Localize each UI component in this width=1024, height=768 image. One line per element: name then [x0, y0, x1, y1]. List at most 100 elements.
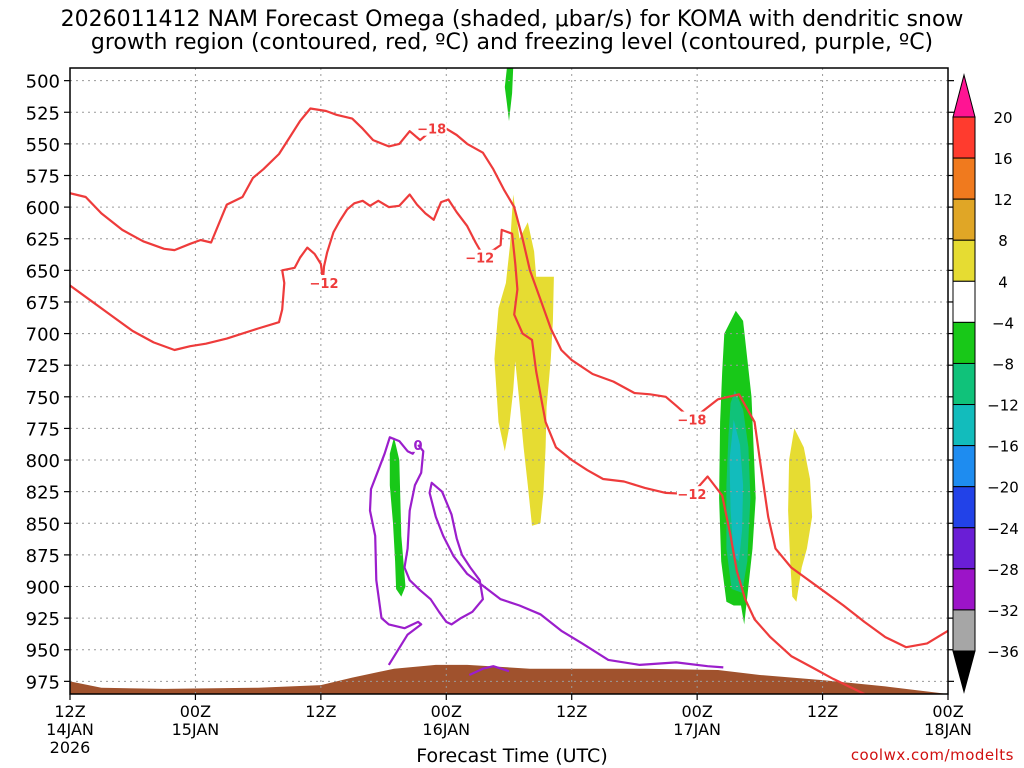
- y-tick-label-9: 725: [26, 356, 60, 377]
- y-tick-label-16: 900: [26, 578, 60, 599]
- y-tick-label-13: 825: [26, 483, 60, 504]
- x-tick-label-3-1: 16JAN: [422, 720, 470, 739]
- freezing-contour-label-bg-0: [413, 436, 424, 452]
- dgz-contour-label-1: −18: [677, 414, 706, 429]
- x-axis-label: Forecast Time (UTC): [416, 745, 608, 767]
- omega-shading-layer: [389, 68, 813, 625]
- freezing-contour-line-2: [468, 665, 510, 676]
- contour-layer: −18−18−12−12−12−120: [70, 107, 948, 694]
- omega-region-1: [494, 194, 554, 526]
- colorbar-bin-9: [952, 445, 976, 488]
- dgz-contour-label-bg-1: [676, 411, 707, 427]
- colorbar-bin-3: [952, 198, 976, 241]
- dgz-contour-label-bg-5: [676, 486, 707, 502]
- x-tick-label-5-1: 17JAN: [673, 720, 721, 739]
- y-tick-label-1: 525: [26, 103, 60, 124]
- x-tick-label-0-0: 12Z: [54, 702, 85, 721]
- dgz-contour-line-2: [70, 246, 324, 352]
- x-tick-label-6-0: 12Z: [807, 702, 838, 721]
- colorbar-bin-2: [952, 157, 976, 200]
- terrain-fill: [70, 664, 948, 694]
- dgz-contour-label-bg-3: [308, 274, 339, 290]
- colorbar-bin-4: [952, 239, 976, 282]
- colorbar-label-2: 12: [993, 191, 1012, 209]
- y-tick-label-8: 700: [26, 325, 60, 346]
- y-tick-label-3: 575: [26, 166, 60, 187]
- colorbar-bin-11: [952, 527, 976, 570]
- x-tick-label-1-0: 00Z: [180, 702, 211, 721]
- y-tick-label-19: 975: [26, 672, 60, 693]
- x-tick-label-7-1: 18JAN: [924, 720, 972, 739]
- dgz-contour-label-5: −12: [677, 488, 706, 503]
- x-tick-label-4-0: 12Z: [556, 702, 587, 721]
- dgz-contour-label-3: −12: [310, 277, 339, 292]
- y-tick-label-10: 750: [26, 388, 60, 409]
- colorbar-label-4: 4: [998, 273, 1008, 291]
- plot-frame: [69, 67, 949, 695]
- x-tick-label-0-1: 14JAN: [46, 720, 94, 739]
- dgz-contour-line-4: [482, 228, 692, 496]
- y-tick-label-6: 650: [26, 261, 60, 282]
- colorbar-label-7: −12: [987, 397, 1019, 415]
- omega-region-5: [729, 419, 744, 562]
- dgz-contour-label-bg-0: [416, 120, 447, 136]
- credit-text: coolwx.com/modelts: [850, 746, 1014, 764]
- y-tick-label-14: 850: [26, 514, 60, 535]
- dgz-contour-label-0: −18: [417, 123, 446, 138]
- colorbar-bin-5: [952, 280, 976, 323]
- y-tick-label-11: 775: [26, 419, 60, 440]
- colorbar-label-8: −16: [987, 438, 1019, 456]
- y-tick-label-7: 675: [26, 293, 60, 314]
- colorbar-label-9: −20: [987, 479, 1019, 497]
- colorbar-label-0: 20: [993, 109, 1012, 127]
- axes-layer: 500 525 550 575 600 625 650 675 700 725 750 775 800 8…: [26, 67, 972, 757]
- grid-layer: [70, 68, 948, 694]
- y-tick-label-17: 925: [26, 609, 60, 630]
- colorbar-bottom-arrow: [952, 650, 976, 694]
- x-tick-label-5-0: 00Z: [681, 702, 712, 721]
- freezing-contour-line-0: [368, 436, 423, 666]
- colorbar-bin-12: [952, 568, 976, 611]
- y-tick-label-5: 625: [26, 230, 60, 251]
- dgz-contour-label-bg-4: [464, 249, 495, 265]
- colorbar-bin-13: [952, 609, 976, 652]
- colorbar-label-6: −8: [992, 355, 1014, 373]
- y-tick-label-12: 800: [26, 451, 60, 472]
- terrain-layer: [70, 664, 948, 694]
- y-tick-label-15: 875: [26, 546, 60, 567]
- colorbar-label-1: 16: [993, 150, 1012, 168]
- dgz-contour-line-0: [70, 107, 693, 421]
- x-tick-label-0-2: 2026: [50, 738, 91, 757]
- colorbar-label-5: −4: [992, 314, 1014, 332]
- colorbar-bin-7: [952, 362, 976, 406]
- chart-title-line-1: 2026011412 NAM Forecast Omega (shaded, μ…: [60, 7, 964, 32]
- omega-region-2: [788, 428, 813, 602]
- colorbar-label-10: −24: [987, 520, 1019, 538]
- x-tick-label-2-0: 12Z: [305, 702, 336, 721]
- colorbar-bin-8: [952, 404, 976, 447]
- omega-region-6: [389, 437, 406, 597]
- dgz-contour-line-5: [691, 475, 865, 694]
- colorbar-label-13: −36: [987, 643, 1019, 661]
- x-tick-label-7-0: 00Z: [932, 702, 963, 721]
- colorbar-bin-1: [952, 116, 976, 159]
- colorbar-label-11: −28: [987, 561, 1019, 579]
- y-tick-label-4: 600: [26, 198, 60, 219]
- y-tick-label-0: 500: [26, 72, 60, 93]
- y-tick-label-18: 950: [26, 641, 60, 662]
- colorbar-label-12: −32: [987, 602, 1019, 620]
- colorbar-label-3: 8: [998, 232, 1008, 250]
- x-tick-label-1-1: 15JAN: [172, 720, 220, 739]
- dgz-contour-label-4: −12: [465, 252, 494, 267]
- chart-title-line-2: growth region (contoured, red, ºC) and f…: [90, 30, 934, 55]
- colorbar: 20 16 12 8 4 −4 −8 −12 −16 −20 −24 −28 −32 −36: [952, 73, 1019, 694]
- colorbar-top-arrow: [952, 73, 976, 118]
- colorbar-bin-10: [952, 486, 976, 529]
- omega-region-0: [504, 68, 514, 122]
- x-tick-label-3-0: 00Z: [431, 702, 462, 721]
- dgz-contour-line-1: [691, 393, 948, 649]
- dgz-contour-line-3: [321, 193, 484, 281]
- freezing-contour-line-1: [403, 444, 724, 669]
